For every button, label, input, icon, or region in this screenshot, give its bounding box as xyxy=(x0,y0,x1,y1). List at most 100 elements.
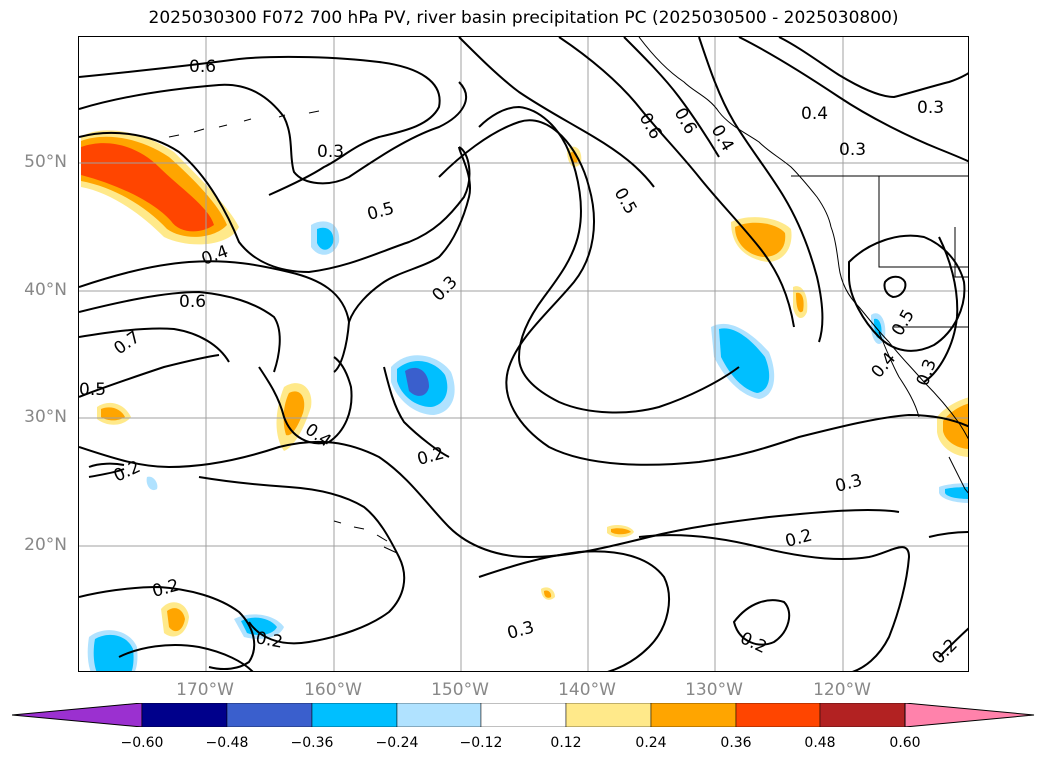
contour-03-west xyxy=(79,81,468,185)
clabel-03-se: 0.3 xyxy=(833,471,864,497)
contour-07-west xyxy=(79,327,230,363)
clabel-06-nw: 0.6 xyxy=(189,57,216,77)
shade-neg-coast34-mid xyxy=(719,328,770,393)
clabel-04-w: 0.4 xyxy=(199,242,231,270)
lat-label-50n: 50°N xyxy=(24,152,67,172)
clabel-06-coast: 0.6 xyxy=(670,105,701,138)
colorbar-bin-1 xyxy=(141,703,228,727)
coast-mex xyxy=(948,456,968,494)
border-state1 xyxy=(878,176,968,268)
colorbar-tick-5: −0.12 xyxy=(459,735,503,751)
clabel-02-se-loop: 0.2 xyxy=(737,628,770,658)
shade-pos-138-21-mid xyxy=(611,528,631,535)
colorbar-tick-6: 0.12 xyxy=(550,735,582,751)
colorbar-bin-8 xyxy=(735,703,821,727)
lon-label-170w: 170°W xyxy=(176,680,234,700)
contour-03-east-mid xyxy=(923,236,959,383)
shade-pos-coast45-mid xyxy=(735,222,786,257)
contour-02-south xyxy=(79,440,900,559)
clabel-04-mid: 0.4 xyxy=(301,420,335,452)
clabel-02-mid: 0.2 xyxy=(415,444,446,470)
clabel-03-ne: 0.3 xyxy=(917,98,944,118)
shade-pos-east30-mid xyxy=(943,403,968,449)
clabel-05-e: 0.5 xyxy=(888,306,919,339)
contour-03-center xyxy=(438,119,968,466)
clabel-03-s: 0.3 xyxy=(505,618,536,644)
colorbar-bin-6 xyxy=(565,703,652,727)
contour-02-se-loop xyxy=(732,599,791,646)
lat-label-30n: 30°N xyxy=(24,407,67,427)
lon-label-120w: 120°W xyxy=(813,680,871,700)
pv-contours xyxy=(79,37,968,671)
contour-04-east-north xyxy=(778,37,968,99)
colorbar-bin-9 xyxy=(819,703,906,727)
contour-04-west xyxy=(79,260,351,373)
coast-alaska xyxy=(638,37,832,228)
coastlines xyxy=(168,37,968,554)
contour-05-east xyxy=(558,37,795,328)
colorbar-tick-8: 0.36 xyxy=(720,735,752,751)
colorbar-bin-5 xyxy=(480,703,567,727)
colorbar-tick-4: −0.24 xyxy=(375,735,419,751)
clabel-03-ne2: 0.3 xyxy=(839,140,866,160)
shade-pos-160-30-mid xyxy=(283,391,305,436)
colorbar-bin-4 xyxy=(396,703,482,727)
colorbar-extend-high xyxy=(904,703,1035,727)
contour-02-se2 xyxy=(928,531,968,538)
lat-label-20n: 20°N xyxy=(24,535,67,555)
coast-aleutians xyxy=(168,110,320,138)
colorbar-tick-9: 0.48 xyxy=(804,735,836,751)
clabel-02-sw2: 0.2 xyxy=(254,628,284,652)
clabel-03-nw: 0.3 xyxy=(317,142,344,162)
clabel-06-w: 0.6 xyxy=(179,292,206,312)
clabel-04-ne: 0.4 xyxy=(801,104,828,124)
precip-shading xyxy=(81,130,968,671)
contour-02-mid xyxy=(383,366,450,458)
lat-label-40n: 40°N xyxy=(24,280,67,300)
contour-06-north xyxy=(79,55,441,196)
contour-02-se3 xyxy=(938,627,968,658)
clabel-03-center: 0.3 xyxy=(428,272,461,305)
border-state2 xyxy=(954,227,968,278)
colorbar-tick-2: −0.48 xyxy=(205,735,249,751)
contour-east-loop xyxy=(848,234,966,352)
coast-baja xyxy=(878,331,920,418)
graticule xyxy=(79,37,968,671)
colorbar-tick-3: −0.36 xyxy=(290,735,334,751)
contour-03-east-north xyxy=(738,37,968,163)
contour-02-sw2 xyxy=(118,644,254,671)
shade-pos-sw15-mid xyxy=(167,608,185,632)
colorbar-bin-2 xyxy=(226,703,313,727)
contour-05-west2 xyxy=(79,354,220,398)
contour-03-sse xyxy=(478,550,670,671)
colorbar-tick-1: −0.60 xyxy=(120,735,164,751)
shade-neg-isl xyxy=(146,476,158,491)
clabel-04-coast: 0.4 xyxy=(707,122,738,155)
contour-03-mid xyxy=(348,146,472,323)
clabel-06-center: 0.6 xyxy=(635,110,666,143)
clabel-02-se: 0.2 xyxy=(783,526,814,552)
lon-label-140w: 140°W xyxy=(558,680,616,700)
clabel-05-w: 0.5 xyxy=(79,380,106,400)
colorbar-extend-low xyxy=(12,703,143,727)
shade-neg-east25-mid xyxy=(945,487,968,499)
colorbar-bin-3 xyxy=(311,703,398,727)
contour-03-south xyxy=(198,476,406,645)
lon-label-160w: 160°W xyxy=(304,680,362,700)
colorbar-tick-7: 0.24 xyxy=(635,735,667,751)
colorbar-bin-7 xyxy=(650,703,737,727)
contour-02-sw xyxy=(79,585,256,671)
map-canvas: 0.6 0.3 0.5 0.4 0.6 0.7 0.5 0.4 0.2 0.2 … xyxy=(79,37,968,671)
contour-02-se xyxy=(638,534,911,671)
clabel-05-nw: 0.5 xyxy=(365,199,396,225)
shade-pos-nw-dark xyxy=(81,143,214,232)
contour-04-east xyxy=(698,37,824,343)
clabel-02-sw: 0.2 xyxy=(150,576,181,602)
colorbar-tick-10: 0.60 xyxy=(889,735,921,751)
map-plot-area: 0.6 0.3 0.5 0.4 0.6 0.7 0.5 0.4 0.2 0.2 … xyxy=(78,36,969,672)
clabel-05-center: 0.5 xyxy=(610,185,641,218)
lon-label-130w: 130°W xyxy=(685,680,743,700)
contour-02-w-small xyxy=(88,462,125,478)
shade-neg-sw15a-mid xyxy=(93,634,134,671)
contour-05-west xyxy=(79,131,471,274)
